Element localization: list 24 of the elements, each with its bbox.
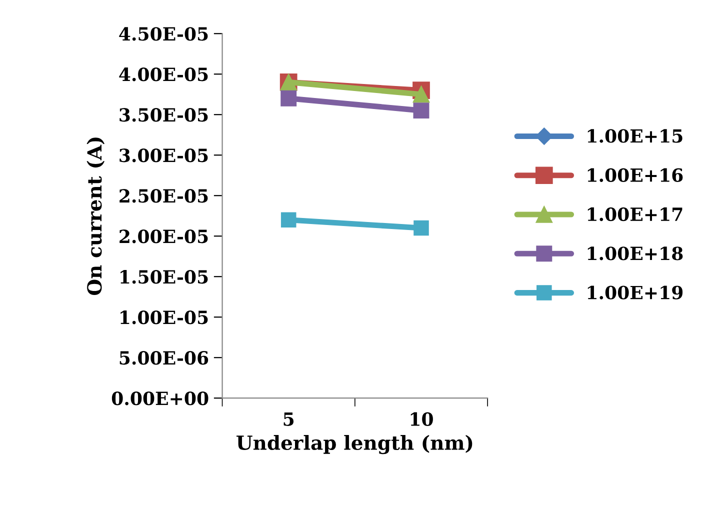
x-tick-label: 10 bbox=[410, 412, 433, 426]
legend-label: 1.00E+18 bbox=[588, 246, 683, 260]
y-tick-label: 2.50E-05 bbox=[120, 189, 208, 203]
legend-label: 1.00E+19 bbox=[588, 286, 683, 300]
y-tick-label: 1.00E-05 bbox=[120, 310, 208, 324]
y-tick-label: 5.00E-06 bbox=[120, 351, 208, 365]
point bbox=[413, 102, 430, 119]
y-tick-label: 2.00E-05 bbox=[120, 230, 208, 244]
x-tick-label: 5 bbox=[284, 412, 294, 426]
point bbox=[280, 212, 296, 228]
y-tick-label: 3.50E-05 bbox=[120, 108, 208, 122]
y-tick-label: 4.50E-05 bbox=[119, 27, 208, 41]
point bbox=[412, 86, 430, 103]
x-axis-title: Underlap length (nm) bbox=[236, 435, 472, 454]
point bbox=[414, 220, 429, 236]
y-tick-label: 3.00E-05 bbox=[120, 148, 208, 162]
y-tick-label: 4.00E-05 bbox=[119, 68, 208, 82]
y-tick-label: 1.50E-05 bbox=[120, 270, 208, 284]
legend-label: 1.00E+16 bbox=[588, 168, 683, 182]
legend-label: 1.00E+15 bbox=[588, 129, 682, 143]
point bbox=[280, 90, 297, 106]
y-axis-title: On current (A) bbox=[86, 138, 105, 296]
legend-label: 1.00E+17 bbox=[588, 207, 682, 222]
y-tick-label: 0.00E+00 bbox=[112, 392, 208, 406]
